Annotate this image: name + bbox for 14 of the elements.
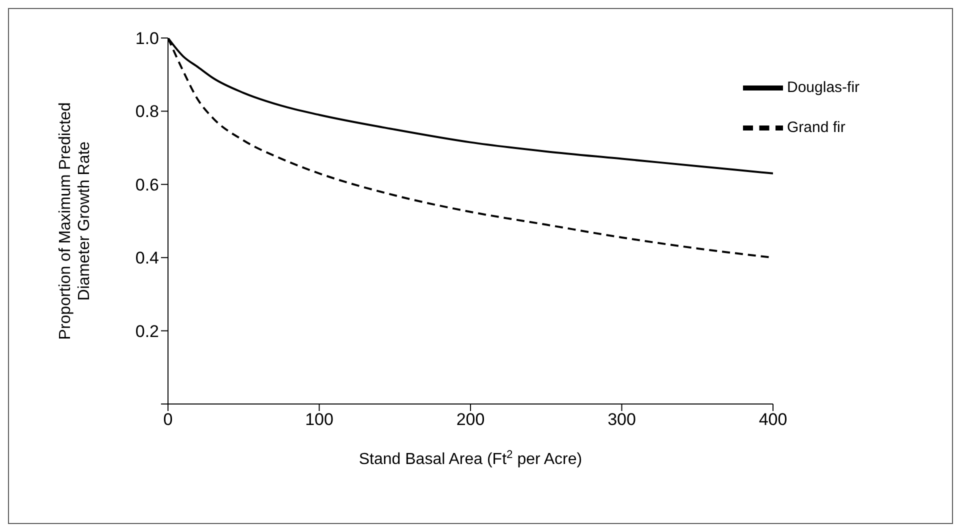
y-tick-label: 0.8 bbox=[135, 102, 159, 122]
y-tick-label: 1.0 bbox=[135, 29, 159, 48]
x-tick-label: 0 bbox=[163, 410, 173, 430]
x-tick-label: 200 bbox=[456, 410, 485, 430]
y-axis-title: Proportion of Maximum Predicted Diameter Growth Rate bbox=[57, 102, 93, 340]
x-tick-label: 400 bbox=[758, 410, 788, 430]
y-tick-label: 0.6 bbox=[135, 175, 159, 194]
x-tick-label: 300 bbox=[608, 410, 636, 430]
legend-label: Grand fir bbox=[787, 119, 846, 136]
legend-label: Douglas-fir bbox=[787, 79, 860, 96]
x-axis-title: Stand Basal Area (Ft$^{2}$ per Acre) bbox=[358, 449, 582, 468]
y-tick-label: 0.4 bbox=[135, 248, 159, 268]
x-tick-label: 100 bbox=[305, 410, 334, 430]
y-tick-label: 0.2 bbox=[135, 322, 159, 341]
